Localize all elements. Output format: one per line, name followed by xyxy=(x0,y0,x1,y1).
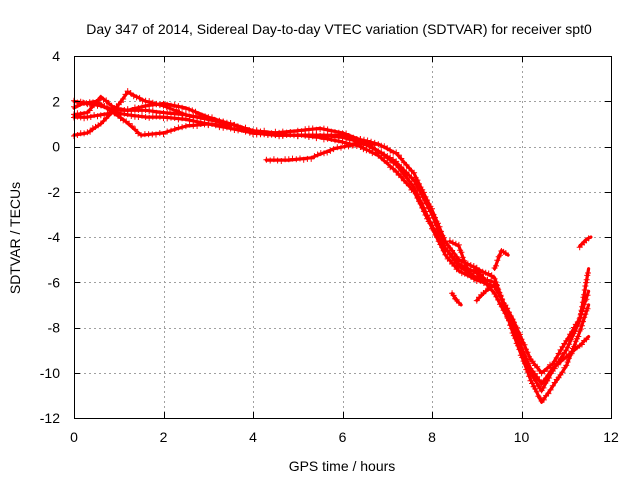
series-track-9 xyxy=(473,282,497,304)
x-tick-label: 4 xyxy=(249,429,257,445)
y-axis-tick-labels: -12 -10 -8 -6 -4 -2 0 2 4 xyxy=(40,48,60,426)
y-tick-label: -2 xyxy=(48,184,61,200)
y-tick-label: -6 xyxy=(48,274,61,290)
axis-ticks xyxy=(74,56,612,419)
y-axis-label: SDTVAR / TECUs xyxy=(7,182,23,294)
series-markers xyxy=(446,238,487,281)
x-tick-label: 12 xyxy=(603,429,619,445)
series-line xyxy=(72,111,591,386)
x-axis-label: GPS time / hours xyxy=(289,458,396,474)
x-tick-label: 10 xyxy=(514,429,530,445)
x-tick-label: 2 xyxy=(160,429,168,445)
series-markers xyxy=(576,235,592,251)
series-markers xyxy=(71,97,591,404)
series-track-6 xyxy=(263,140,380,164)
chart-title: Day 347 of 2014, Sidereal Day-to-day VTE… xyxy=(86,21,592,37)
x-tick-label: 8 xyxy=(428,429,436,445)
series-track-10 xyxy=(491,248,510,271)
y-tick-label: -8 xyxy=(48,320,61,336)
x-tick-label: 0 xyxy=(70,429,78,445)
y-tick-label: -4 xyxy=(48,229,61,245)
series-track-11 xyxy=(576,235,593,251)
y-tick-label: -12 xyxy=(40,410,60,426)
series-line xyxy=(72,99,591,404)
series-track-2 xyxy=(71,97,591,404)
y-tick-label: -10 xyxy=(40,365,60,381)
y-tick-label: 2 xyxy=(52,93,60,109)
x-tick-label: 6 xyxy=(339,429,347,445)
series-markers xyxy=(473,284,495,304)
series-markers xyxy=(263,140,378,164)
y-tick-label: 4 xyxy=(52,48,60,64)
series-track-4 xyxy=(71,94,591,394)
series-track-7 xyxy=(446,238,488,282)
x-axis-tick-labels: 0 2 4 6 8 10 12 xyxy=(70,429,619,445)
grid xyxy=(74,56,611,418)
y-tick-label: 0 xyxy=(52,139,60,155)
series-markers xyxy=(449,290,462,306)
series-markers xyxy=(491,248,509,271)
series-layer xyxy=(71,88,593,404)
series-track-8 xyxy=(449,290,463,307)
